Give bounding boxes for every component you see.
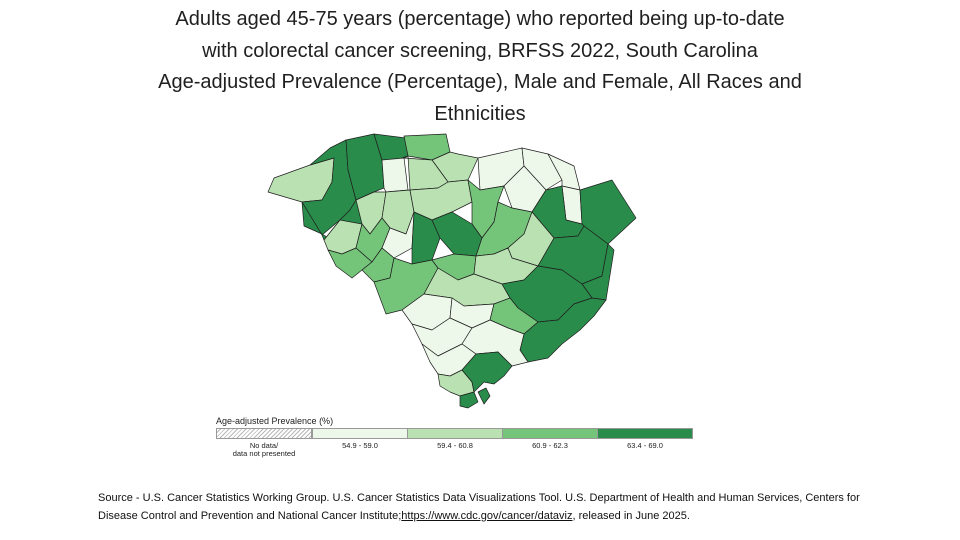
title-line-2: with colorectal cancer screening, BRFSS … bbox=[202, 39, 758, 62]
county-beaufort[interactable] bbox=[461, 351, 513, 393]
county-chesterfield[interactable] bbox=[521, 147, 563, 191]
source-text: Source - U.S. Cancer Statistics Working … bbox=[98, 492, 860, 522]
title-line-3: Age-adjusted Prevalence (Percentage), Ma… bbox=[158, 71, 802, 93]
county-beaufort-islands[interactable] bbox=[459, 391, 479, 409]
legend-swatch-class-4 bbox=[597, 428, 693, 439]
legend-label-class-2: 59.4 - 60.8 bbox=[437, 441, 473, 450]
title-line-4: Ethnicities bbox=[434, 102, 526, 125]
legend-label-class-4: 63.4 - 69.0 bbox=[627, 441, 663, 450]
county-oconee[interactable] bbox=[267, 157, 335, 203]
map-legend: Age-adjusted Prevalence (%) No data/ dat… bbox=[216, 416, 696, 460]
source-suffix: , released in June 2025. bbox=[572, 510, 690, 522]
source-link[interactable]: https://www.cdc.gov/cancer/dataviz bbox=[401, 510, 573, 522]
legend-label-class-3: 60.9 - 62.3 bbox=[532, 441, 568, 450]
legend-swatch-no-data bbox=[216, 428, 312, 439]
legend-label-no-data: No data/ data not presented bbox=[232, 441, 296, 458]
legend-label-class-1: 54.9 - 59.0 bbox=[342, 441, 378, 450]
legend-title: Age-adjusted Prevalence (%) bbox=[216, 416, 334, 426]
county-union[interactable] bbox=[381, 157, 409, 193]
south-carolina-county-map bbox=[267, 133, 637, 409]
legend-swatch-class-2 bbox=[407, 428, 503, 439]
map-title: Adults aged 45-75 years (percentage) who… bbox=[80, 4, 880, 130]
source-citation: Source - U.S. Cancer Statistics Working … bbox=[98, 489, 898, 525]
legend-swatch-class-1 bbox=[312, 428, 408, 439]
title-line-1: Adults aged 45-75 years (percentage) who… bbox=[175, 8, 785, 30]
county-hilton-head[interactable] bbox=[477, 387, 491, 405]
legend-swatch-class-3 bbox=[502, 428, 598, 439]
